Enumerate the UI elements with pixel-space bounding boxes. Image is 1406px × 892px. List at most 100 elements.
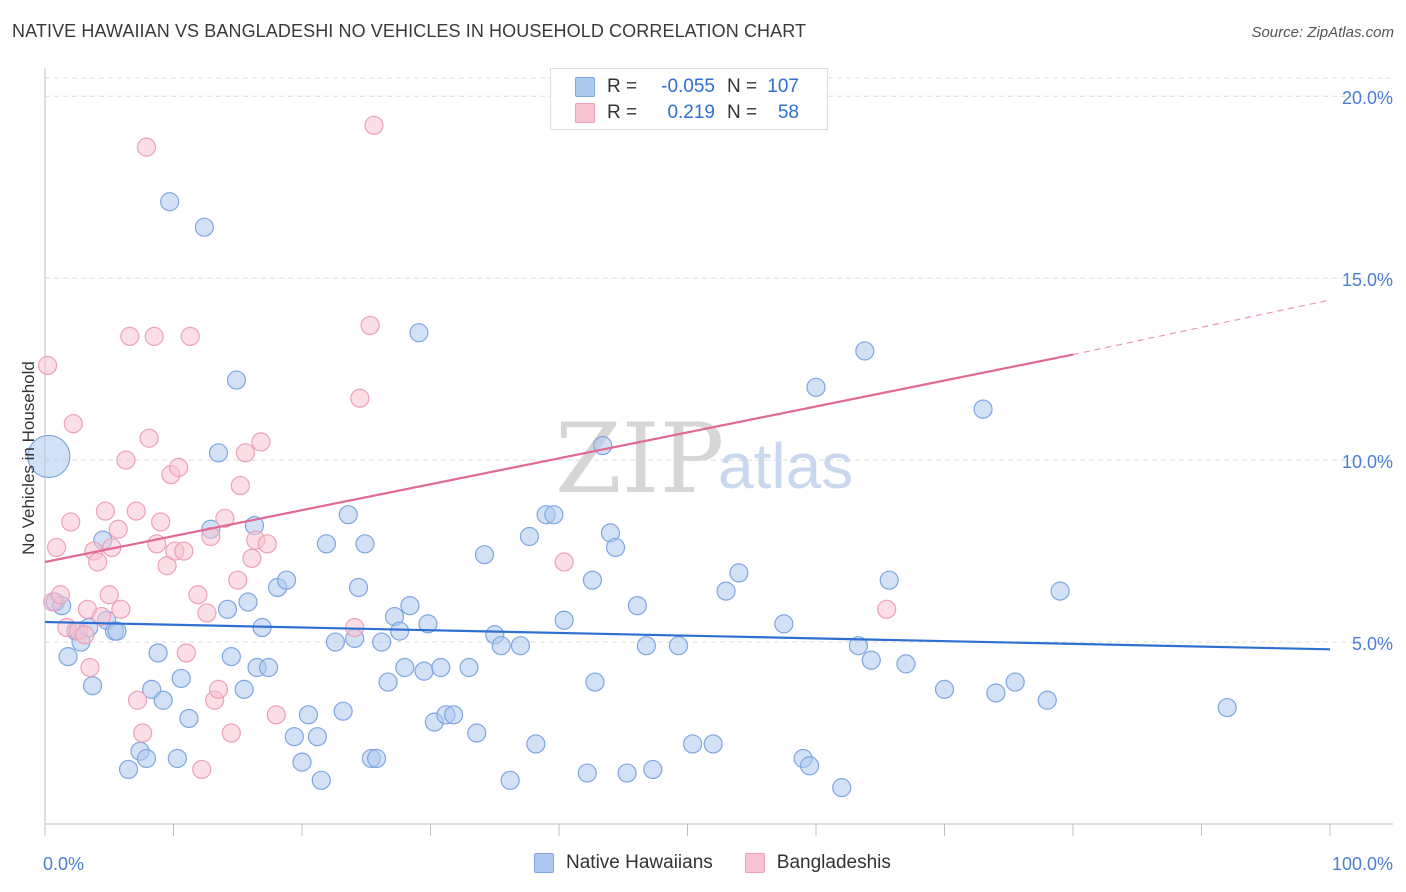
- bangladeshi-point: [50, 585, 71, 605]
- native-hawaiian-point: [703, 734, 723, 754]
- native-hawaiian-point: [27, 434, 71, 479]
- native-hawaiian-point: [167, 748, 187, 769]
- native-hawaiian-point: [118, 759, 139, 780]
- legend-r-label: R =: [607, 102, 638, 123]
- native-hawaiian-point: [431, 657, 451, 678]
- bangladeshi-point: [221, 723, 241, 743]
- native-hawaiian-point: [148, 643, 168, 663]
- watermark-zip: ZIP: [555, 403, 724, 515]
- native-hawaiian-point: [194, 217, 214, 237]
- legend-swatch-pink: [744, 853, 765, 873]
- native-hawaiian-point: [171, 668, 191, 689]
- native-hawaiian-point: [467, 723, 487, 743]
- bangladeshi-point: [133, 723, 153, 743]
- y-axis-label: No Vehicles in Household: [19, 361, 38, 555]
- native-hawaiian-point: [526, 734, 546, 754]
- legend-r-value: 0.219: [667, 102, 715, 123]
- native-hawaiian-point: [136, 748, 157, 769]
- bangladeshi-point: [230, 475, 250, 496]
- native-hawaiian-point: [510, 636, 531, 656]
- bangladeshi-point: [877, 599, 897, 619]
- trend-line-bangladeshis: [44, 353, 1074, 564]
- bangladeshi-point: [136, 137, 157, 157]
- bangladeshi-point: [111, 599, 131, 619]
- legend-row-bangladeshis: R = 0.219 N = 58: [575, 101, 799, 125]
- native-hawaiian-point: [544, 505, 564, 525]
- bangladeshi-point: [251, 432, 271, 452]
- native-hawaiian-point: [444, 705, 464, 725]
- native-hawaiian-point: [311, 770, 331, 790]
- bangladeshi-point: [80, 657, 100, 678]
- native-hawaiian-point: [627, 596, 647, 616]
- legend-swatch-blue: [575, 77, 595, 97]
- native-hawaiian-point: [934, 679, 955, 699]
- native-hawaiian-point: [896, 654, 916, 674]
- native-hawaiian-point: [82, 676, 103, 696]
- bangladeshi-point: [46, 537, 67, 558]
- native-hawaiian-point: [1050, 581, 1070, 601]
- native-hawaiian-point: [774, 614, 794, 634]
- native-hawaiian-point: [338, 505, 358, 525]
- bangladeshi-point: [197, 603, 217, 623]
- bangladeshi-point: [126, 501, 146, 521]
- x-tick-label: 100.0%: [1332, 854, 1393, 874]
- native-hawaiian-point: [276, 570, 297, 590]
- native-hawaiian-point: [284, 727, 304, 747]
- bangladeshi-point: [360, 315, 380, 336]
- legend-item-bangladeshis[interactable]: Bangladeshis: [744, 852, 891, 874]
- native-hawaiian-point: [217, 599, 238, 619]
- bangladeshi-point: [37, 355, 58, 376]
- bangladeshi-point: [75, 625, 95, 645]
- native-hawaiian-point: [409, 323, 429, 343]
- bangladeshi-point: [242, 548, 262, 568]
- legend-n-label: N =: [727, 76, 758, 97]
- native-hawaiian-point: [372, 632, 392, 652]
- legend-r-label: R =: [607, 76, 638, 97]
- native-hawaiian-point: [799, 756, 820, 776]
- native-hawaiian-point: [474, 545, 495, 565]
- bangladeshi-point: [350, 388, 370, 408]
- bangladeshi-point: [174, 541, 194, 561]
- native-hawaiian-point: [298, 705, 319, 725]
- bangladeshi-point: [554, 552, 574, 572]
- native-hawaiian-point: [400, 596, 420, 616]
- native-hawaiian-point: [459, 657, 479, 678]
- legend-swatch-pink: [575, 103, 595, 123]
- correlation-legend: R = -0.055 N = 107 R = 0.219 N = 58: [550, 68, 828, 130]
- legend-item-native-hawaiians[interactable]: Native Hawaiians: [534, 852, 713, 874]
- bangladeshi-point: [63, 414, 83, 434]
- legend-swatch-blue: [534, 853, 554, 873]
- bangladeshi-point: [266, 705, 286, 725]
- native-hawaiian-point: [238, 592, 258, 612]
- trend-layer: [44, 299, 1331, 651]
- bangladeshi-point: [192, 759, 212, 780]
- native-hawaiian-point: [605, 537, 626, 558]
- native-hawaiian-point: [234, 679, 254, 699]
- native-hawaiian-point: [153, 690, 173, 710]
- bangladeshi-point: [364, 115, 384, 135]
- native-hawaiian-point: [221, 647, 241, 667]
- tick-labels: 5.0% 10.0% 15.0% 20.0% 0.0% 100.0%: [43, 88, 1393, 874]
- native-hawaiian-point: [683, 734, 703, 754]
- native-hawaiian-point: [325, 632, 346, 652]
- native-hawaiian-point: [333, 701, 353, 721]
- native-hawaiian-point: [500, 770, 520, 790]
- chart-title: NATIVE HAWAIIAN VS BANGLADESHI NO VEHICL…: [12, 21, 807, 41]
- native-hawaiian-point: [395, 657, 415, 678]
- native-hawaiian-point: [258, 657, 279, 678]
- bangladeshi-point: [120, 326, 140, 346]
- native-hawaiian-point: [58, 647, 78, 667]
- bangladeshi-point: [88, 552, 108, 572]
- legend-row-native-hawaiians: R = -0.055 N = 107: [575, 75, 799, 99]
- bangladeshi-point: [235, 443, 256, 463]
- native-hawaiian-point: [307, 727, 328, 747]
- legend-label-bangladeshis: Bangladeshis: [776, 852, 891, 873]
- bangladeshi-point: [139, 428, 159, 448]
- native-hawaiian-point: [716, 581, 736, 601]
- bangladeshi-point: [91, 606, 112, 627]
- trend-line-native-hawaiians: [44, 620, 1331, 651]
- bangladeshi-point: [169, 457, 189, 477]
- native-hawaiian-point: [414, 661, 434, 681]
- bangladeshi-point: [188, 585, 208, 605]
- native-hawaiian-point: [806, 377, 826, 397]
